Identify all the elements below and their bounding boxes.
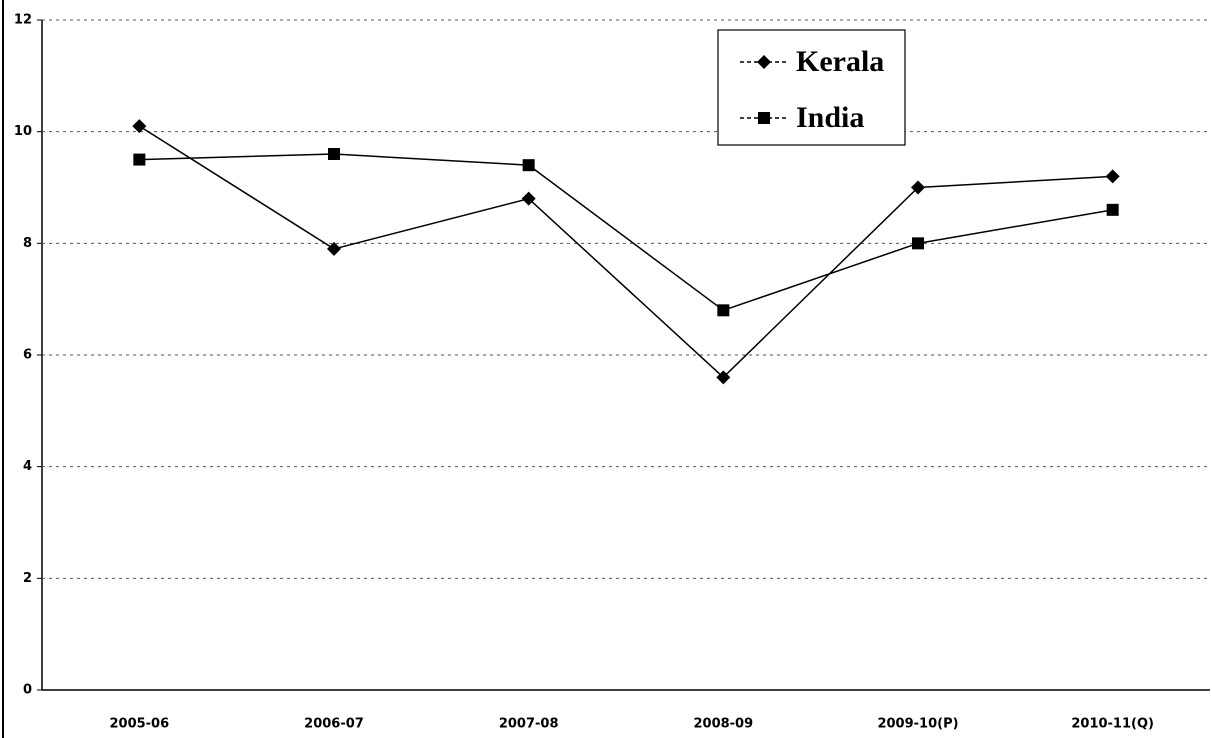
y-tick-label: 10: [14, 124, 32, 139]
marker: [1106, 203, 1119, 216]
y-tick-label: 0: [23, 683, 32, 698]
x-tick-label: 2008-09: [693, 717, 753, 732]
marker: [912, 237, 924, 250]
marker: [133, 153, 146, 166]
y-tick-label: 2: [23, 571, 32, 586]
marker: [758, 112, 770, 124]
marker: [521, 191, 536, 206]
y-tick-label: 4: [23, 459, 32, 474]
marker: [327, 241, 341, 256]
y-tick-label: 12: [14, 13, 32, 28]
legend-label: India: [796, 101, 864, 134]
x-tick-label: 2010-11(Q): [1071, 717, 1154, 732]
marker: [717, 304, 730, 317]
marker: [716, 370, 731, 385]
marker: [911, 180, 925, 195]
marker: [522, 159, 535, 172]
legend-label: Kerala: [796, 45, 884, 78]
x-tick-label: 2009-10(P): [877, 717, 958, 732]
x-tick-label: 2007-08: [499, 717, 559, 732]
x-tick-label: 2006-07: [304, 717, 364, 732]
series-line: [139, 153, 1113, 312]
marker: [132, 119, 147, 134]
marker: [328, 148, 340, 160]
marker: [1105, 169, 1120, 184]
marker: [757, 55, 771, 69]
series-line: [138, 125, 1113, 379]
legend: Kerala India: [717, 29, 906, 146]
y-tick-label: 8: [23, 236, 32, 251]
legend-box: [717, 29, 906, 146]
y-tick-label: 6: [23, 348, 32, 363]
x-tick-label: 2005-06: [109, 717, 169, 732]
